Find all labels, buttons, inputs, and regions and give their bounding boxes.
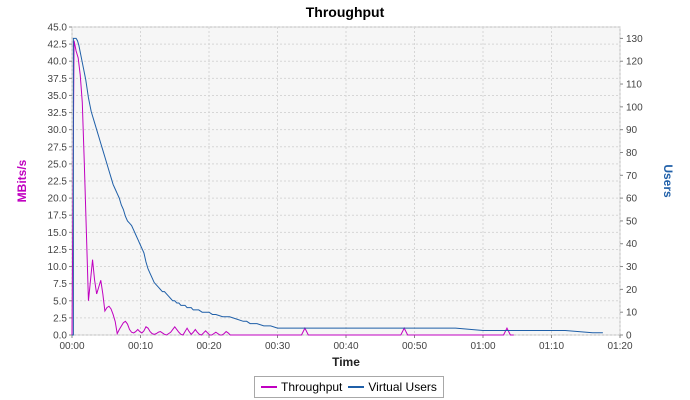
x-tick-label-0: 00:00 (59, 341, 84, 352)
y-axis-left-label: MBits/s (15, 159, 29, 202)
y-right-tick-label-0: 0 (626, 331, 632, 342)
y-right-tick-label-6: 60 (626, 194, 638, 205)
legend-swatch-throughput (261, 386, 277, 388)
y-left-tick-label-6: 15.0 (48, 228, 68, 239)
y-axis-right-label: Users (661, 164, 675, 198)
y-left-tick-label-8: 20.0 (48, 194, 68, 205)
y-right-tick-label-1: 10 (626, 308, 638, 319)
series-line-virtual-users (72, 37, 603, 336)
x-tick-label-1: 00:10 (128, 341, 153, 352)
left-axis-ticks: 0.0 2.5 5.0 7.5 10.0 12.5 15.0 17.5 20.0 22.5 25.0… (48, 23, 72, 342)
y-left-tick-label-15: 37.5 (48, 74, 68, 85)
y-right-tick-label-3: 30 (626, 262, 638, 273)
y-left-tick-label-7: 17.5 (48, 211, 68, 222)
y-left-tick-label-3: 7.5 (53, 279, 67, 290)
x-axis-ticks: 00:00 00:10 00:20 00:30 00:40 00:50 01:00 01:10… (59, 335, 633, 352)
y-right-tick-label-4: 40 (626, 239, 638, 250)
y-left-tick-label-2: 5.0 (53, 296, 67, 307)
series-line-throughput (71, 40, 514, 336)
y-right-tick-label-5: 50 (626, 216, 638, 227)
y-left-tick-label-11: 27.5 (48, 142, 68, 153)
right-axis-ticks: 0 10 20 30 40 50 60 70 80 90 100 110 120 130 (620, 34, 643, 342)
y-left-tick-label-13: 32.5 (48, 108, 68, 119)
y-right-tick-label-10: 100 (626, 102, 643, 113)
x-tick-label-5: 00:50 (402, 341, 427, 352)
x-tick-label-6: 01:00 (470, 341, 495, 352)
x-tick-label-8: 01:20 (607, 341, 632, 352)
y-left-tick-label-5: 12.5 (48, 245, 68, 256)
y-right-tick-label-12: 120 (626, 57, 643, 68)
legend: Throughput Virtual Users (254, 376, 444, 398)
y-right-tick-label-7: 70 (626, 171, 638, 182)
x-tick-label-3: 00:30 (265, 341, 290, 352)
legend-label-virtual-users: Virtual Users (368, 380, 437, 394)
x-tick-label-2: 00:20 (196, 341, 221, 352)
x-tick-label-4: 00:40 (333, 341, 358, 352)
legend-item-throughput: Throughput (261, 380, 342, 394)
legend-label-throughput: Throughput (281, 380, 343, 394)
y-left-tick-label-12: 30.0 (48, 125, 68, 136)
x-axis-label: Time (332, 355, 360, 369)
y-left-tick-label-17: 42.5 (48, 40, 68, 51)
y-left-tick-label-9: 22.5 (48, 177, 68, 188)
y-left-tick-label-1: 2.5 (53, 313, 67, 324)
legend-item-virtual-users: Virtual Users (348, 380, 437, 394)
legend-swatch-virtual-users (348, 386, 365, 388)
y-right-tick-label-13: 130 (626, 34, 643, 45)
y-right-tick-label-2: 20 (626, 285, 638, 296)
y-right-tick-label-11: 110 (626, 80, 642, 91)
y-left-tick-label-4: 10.0 (48, 262, 68, 273)
y-left-tick-label-10: 25.0 (48, 159, 68, 170)
y-left-tick-label-18: 45.0 (48, 23, 68, 34)
chart-title: Throughput (306, 4, 385, 20)
series-layer (71, 37, 603, 336)
y-left-tick-label-0: 0.0 (53, 331, 67, 342)
y-right-tick-label-9: 90 (626, 125, 638, 136)
y-right-tick-label-8: 80 (626, 148, 638, 159)
x-tick-label-7: 01:10 (539, 341, 564, 352)
y-left-tick-label-14: 35.0 (48, 91, 68, 102)
y-left-tick-label-16: 40.0 (48, 57, 68, 68)
